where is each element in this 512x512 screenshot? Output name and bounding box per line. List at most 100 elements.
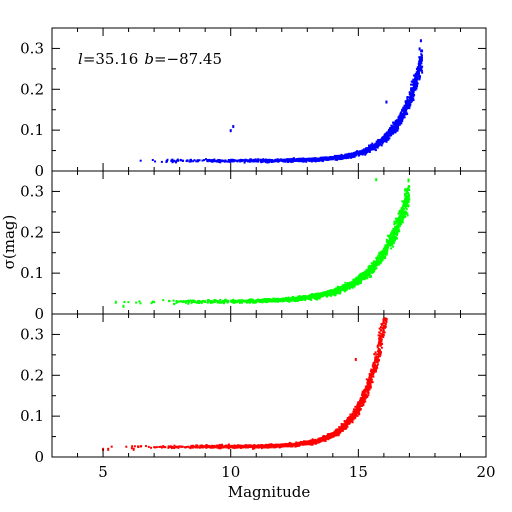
x-axis-label: Magnitude [228,483,311,501]
l-value: =35.16 [83,50,139,68]
data-point [160,160,163,163]
data-point [189,299,192,302]
data-point [341,284,344,287]
data-point [369,271,372,274]
data-point [350,155,353,158]
data-point [380,343,383,346]
y-tick-label: 0 [34,305,44,323]
data-point [401,206,404,209]
data-point [366,277,369,280]
data-point [218,447,221,450]
data-point [383,133,386,136]
data-point [293,158,296,161]
data-point [179,300,182,303]
data-point [373,367,376,370]
data-point [247,300,250,303]
data-point [334,156,337,159]
data-point [371,142,374,145]
data-point [377,257,380,260]
data-point [410,90,413,93]
data-point [375,358,378,361]
data-point [361,152,364,155]
data-point [357,152,360,155]
data-point [337,430,340,433]
data-point [398,115,401,118]
data-point [368,273,371,276]
data-point [276,160,279,163]
data-point [384,255,387,258]
data-point [297,297,300,300]
data-point [367,381,370,384]
data-point [213,298,216,301]
data-point [345,287,348,290]
data-point [217,158,220,161]
data-point [349,416,352,419]
data-point [403,201,406,204]
data-point [333,431,336,434]
data-point [386,131,389,134]
x-tick-label: 20 [476,463,495,481]
data-point [375,367,378,370]
data-point [162,299,165,302]
data-point [363,394,366,397]
data-point [187,299,190,302]
data-point [412,81,415,84]
data-point [390,232,393,235]
data-point [401,221,404,224]
data-point [239,160,242,163]
data-point [374,363,377,366]
data-point [400,215,403,218]
data-point [378,254,381,257]
data-point [410,87,413,90]
y-tick-label: 0.2 [20,223,44,241]
data-point [378,327,381,330]
data-point [360,394,363,397]
data-point [350,281,353,284]
data-point [400,211,403,214]
data-point [379,353,382,356]
data-point [323,439,326,442]
data-point [297,159,300,162]
data-point [217,160,220,163]
data-point [227,299,230,302]
data-point [368,271,371,274]
y-tick-label: 0.1 [20,121,44,139]
data-point [362,394,365,397]
data-point [412,95,415,98]
data-point [387,239,390,242]
data-point [337,285,340,288]
data-point [393,228,396,231]
data-point [359,402,362,405]
data-point [283,160,286,163]
data-point [366,272,369,275]
data-point [366,391,369,394]
data-point [399,216,402,219]
data-point [274,300,277,303]
data-point [358,402,361,405]
data-point [415,71,418,74]
data-point [412,92,415,95]
data-point [419,67,422,70]
data-point [416,70,419,73]
data-point [365,275,368,278]
data-point [343,428,346,431]
data-point [390,247,393,250]
data-point [367,383,370,386]
data-point [353,153,356,156]
data-point [276,299,279,302]
data-point [368,388,371,391]
data-point [400,221,403,224]
data-point [384,248,387,251]
data-point [376,345,379,348]
data-point [400,209,403,212]
data-point [275,444,278,447]
data-point [418,69,421,72]
data-point [261,158,264,161]
data-point [373,147,376,150]
data-point [230,446,233,449]
data-point [392,128,395,131]
data-point [415,75,418,78]
data-point [404,215,407,218]
data-point [177,446,180,449]
data-point [352,418,355,421]
